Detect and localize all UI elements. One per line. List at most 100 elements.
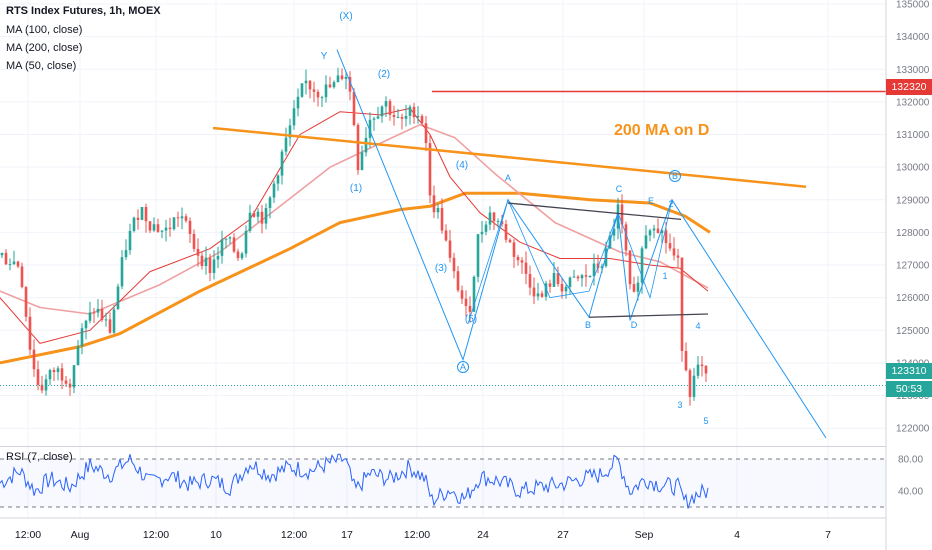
candle-body xyxy=(296,96,300,109)
candle xyxy=(132,216,136,233)
candle-body xyxy=(240,253,244,259)
candle xyxy=(580,273,584,287)
candle-body xyxy=(576,276,580,279)
candle-body xyxy=(280,151,284,176)
candle xyxy=(356,122,360,175)
candle-body xyxy=(512,242,516,257)
candle-body xyxy=(212,259,216,273)
candle-body xyxy=(4,252,8,265)
candle xyxy=(172,217,176,231)
candle-body xyxy=(332,82,336,88)
rsi-pane xyxy=(0,446,886,509)
candle xyxy=(112,305,116,334)
candle-body xyxy=(208,257,212,273)
candle xyxy=(572,269,576,278)
candle-body xyxy=(660,230,664,233)
candle-body xyxy=(216,256,220,260)
candle-body xyxy=(360,152,364,171)
candle-body xyxy=(532,287,536,297)
candle-body xyxy=(412,106,416,118)
candle xyxy=(36,360,40,391)
legend-rsi[interactable]: RSI (7, close) xyxy=(6,451,73,463)
subwave-1-label: 1 xyxy=(662,271,667,281)
candle-body xyxy=(592,263,596,276)
candle xyxy=(676,248,680,268)
candle xyxy=(56,366,60,381)
candle-body xyxy=(556,273,560,284)
candle-body xyxy=(436,208,440,213)
candle-body xyxy=(584,275,588,277)
wave-x-label: (X) xyxy=(339,11,352,22)
candle-body xyxy=(76,346,80,366)
candle-body xyxy=(196,248,200,256)
candle xyxy=(576,275,580,282)
candle xyxy=(0,252,4,259)
candle xyxy=(376,106,380,120)
candle-body xyxy=(668,243,672,249)
candle-body xyxy=(36,369,40,385)
triangle-legs xyxy=(467,198,673,324)
candle-body xyxy=(232,237,236,252)
candle-body xyxy=(444,230,448,241)
candle xyxy=(116,283,120,310)
candle xyxy=(656,218,660,234)
candle xyxy=(100,299,104,322)
candle xyxy=(88,301,92,324)
candle-body xyxy=(244,230,248,254)
candle xyxy=(20,262,24,289)
candle-body xyxy=(56,368,60,373)
time-tick: Aug xyxy=(71,529,90,541)
candle-body xyxy=(228,237,232,239)
candle xyxy=(444,224,448,242)
candle-body xyxy=(480,231,484,235)
candle xyxy=(96,299,100,318)
candle xyxy=(544,280,548,301)
candle xyxy=(16,260,20,269)
candle xyxy=(224,238,228,249)
time-tick: 12:00 xyxy=(281,529,307,541)
resistance-price-tag: 132320 xyxy=(886,79,932,95)
candle xyxy=(536,282,540,301)
candle-body xyxy=(368,119,372,138)
candle xyxy=(160,230,164,239)
candle xyxy=(384,96,388,117)
drawing-overlays: (X) Y (2) (1) (4) (3) (5) A B A B C D E 2 1 4 3 5 200 MA on… xyxy=(0,11,886,439)
time-tick: 4 xyxy=(734,529,740,541)
candle xyxy=(344,72,348,90)
candle xyxy=(440,198,444,234)
candle-body xyxy=(396,116,400,118)
candle-body xyxy=(672,248,676,256)
wave-3-label: (3) xyxy=(435,263,447,274)
candle-body xyxy=(272,183,276,198)
candle xyxy=(624,221,628,257)
candle-body xyxy=(364,137,368,153)
rsi-tick: 40.00 xyxy=(898,487,923,498)
legend-ma50[interactable]: MA (50, close) xyxy=(6,60,77,72)
candle-body xyxy=(276,175,280,184)
candle-body xyxy=(20,266,24,288)
rsi-tick: 80.00 xyxy=(898,455,923,466)
candle xyxy=(516,254,520,266)
candle xyxy=(80,323,84,355)
candle-body xyxy=(680,257,684,351)
candle-body xyxy=(476,234,480,277)
candle-body xyxy=(696,364,700,376)
candle-body xyxy=(220,239,224,256)
legend-ma200[interactable]: MA (200, close) xyxy=(6,42,83,54)
candle-body xyxy=(704,366,708,374)
candle xyxy=(588,275,592,278)
candle xyxy=(4,249,8,265)
candle-body xyxy=(488,212,492,225)
candle-body xyxy=(484,224,488,232)
subwave-2-label: 2 xyxy=(668,199,673,209)
candle xyxy=(232,233,236,254)
candle-body xyxy=(252,212,256,217)
candle-body xyxy=(656,228,660,233)
candle-body xyxy=(468,305,472,312)
candle xyxy=(692,367,696,401)
legend-ma100[interactable]: MA (100, close) xyxy=(6,24,83,36)
candle xyxy=(436,203,440,219)
candle xyxy=(152,217,156,232)
